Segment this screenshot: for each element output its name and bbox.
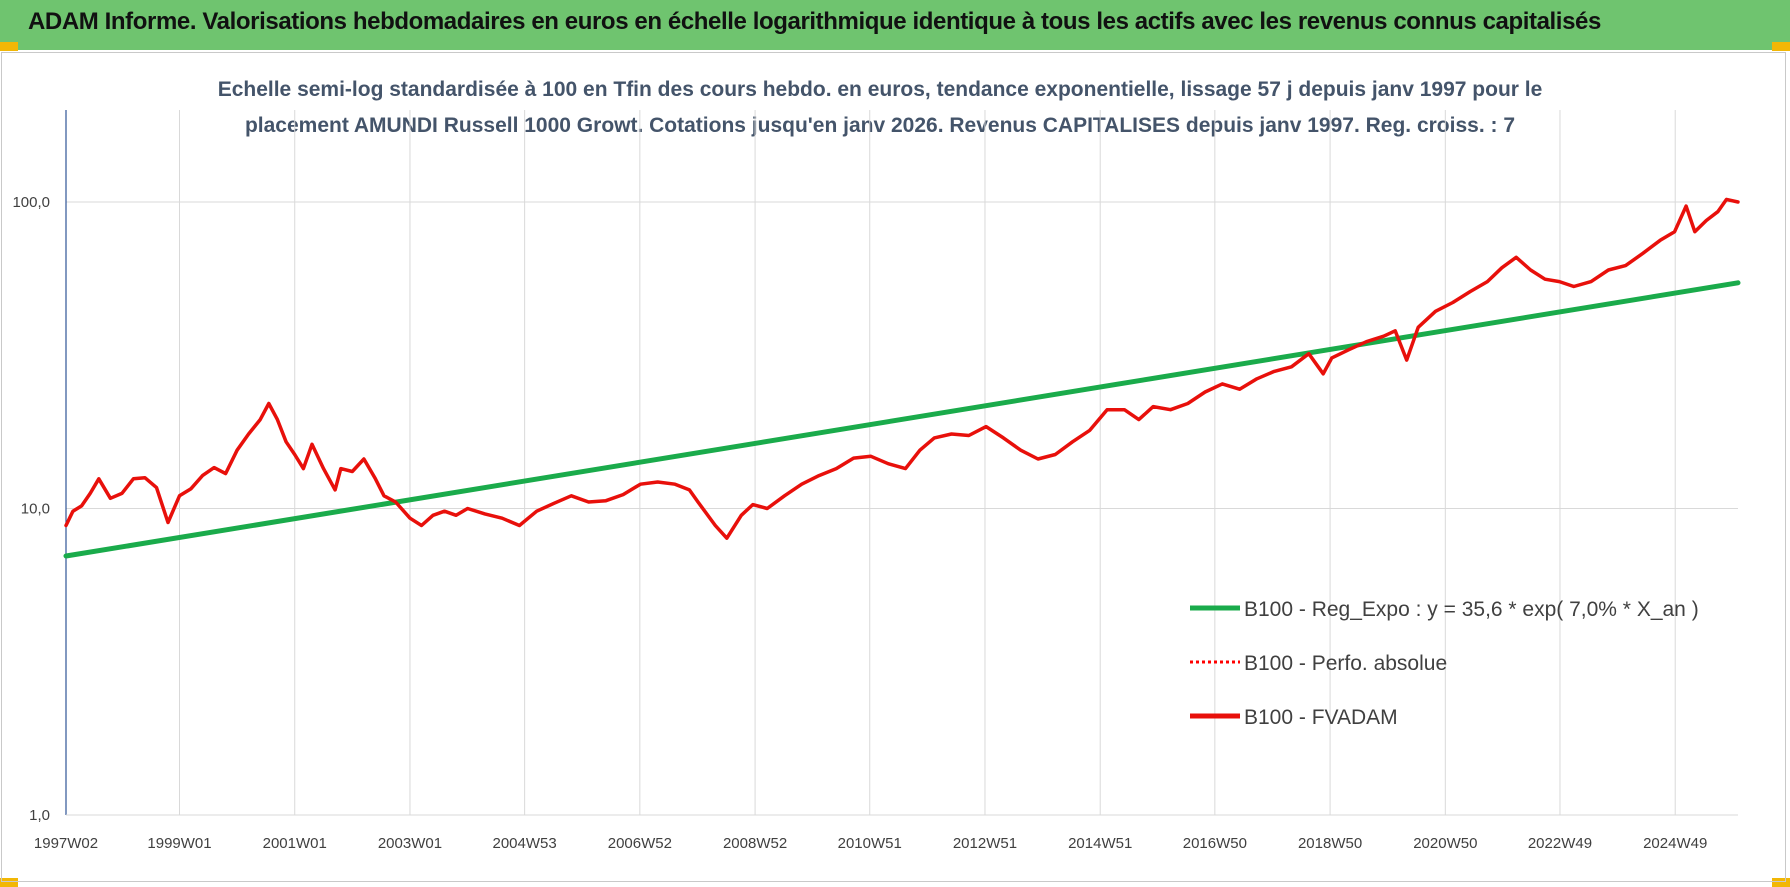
- x-tick-label: 2001W01: [263, 835, 327, 852]
- x-tick-label: 2020W50: [1413, 835, 1477, 852]
- y-tick-label: 100,0: [12, 194, 50, 211]
- x-tick-label: 2006W52: [608, 835, 672, 852]
- corner-marker-top-left: [0, 42, 18, 51]
- chart-legend: B100 - Reg_Expo : y = 35,6 * exp( 7,0% *…: [1190, 598, 1699, 729]
- report-title: ADAM Informe. Valorisations hebdomadaire…: [28, 8, 1601, 35]
- x-tick-label: 1997W02: [34, 835, 98, 852]
- x-tick-label: 2012W51: [953, 835, 1017, 852]
- x-tick-label: 1999W01: [147, 835, 211, 852]
- chart-series: [63, 197, 1741, 559]
- legend-label: B100 - Perfo. absolue: [1244, 652, 1447, 675]
- y-tick-label: 10,0: [21, 501, 50, 518]
- x-tick-label: 2003W01: [378, 835, 442, 852]
- y-tick-label: 1,0: [29, 807, 50, 824]
- x-tick-label: 2016W50: [1183, 835, 1247, 852]
- chart-title-line-2: placement AMUNDI Russell 1000 Growt. Cot…: [244, 114, 1516, 137]
- x-tick-label: 2010W51: [838, 835, 902, 852]
- report-header: ADAM Informe. Valorisations hebdomadaire…: [0, 0, 1790, 50]
- chart-title-line-1: Echelle semi-log standardisée à 100 en T…: [217, 78, 1543, 101]
- x-tick-label: 2018W50: [1298, 835, 1362, 852]
- series-line-3: [64, 197, 1740, 540]
- series-line-1: [63, 280, 1741, 559]
- x-tick-label: 2022W49: [1528, 835, 1592, 852]
- chart-gridlines: [65, 110, 1738, 816]
- chart-frame: [1, 52, 1786, 882]
- legend-label: B100 - FVADAM: [1244, 706, 1398, 729]
- legend-label: B100 - Reg_Expo : y = 35,6 * exp( 7,0% *…: [1244, 598, 1699, 621]
- x-tick-label: 2024W49: [1643, 835, 1707, 852]
- x-tick-label: 2014W51: [1068, 835, 1132, 852]
- chart-axes: 1997W02 1999W01 2001W01 2003W01 2004W53 2006W…: [12, 110, 1738, 852]
- corner-marker-bottom-left: [0, 878, 18, 887]
- corner-marker-top-right: [1772, 42, 1790, 51]
- x-tick-label: 2008W52: [723, 835, 787, 852]
- corner-marker-bottom-right: [1772, 878, 1790, 887]
- x-tick-label: 2004W53: [493, 835, 557, 852]
